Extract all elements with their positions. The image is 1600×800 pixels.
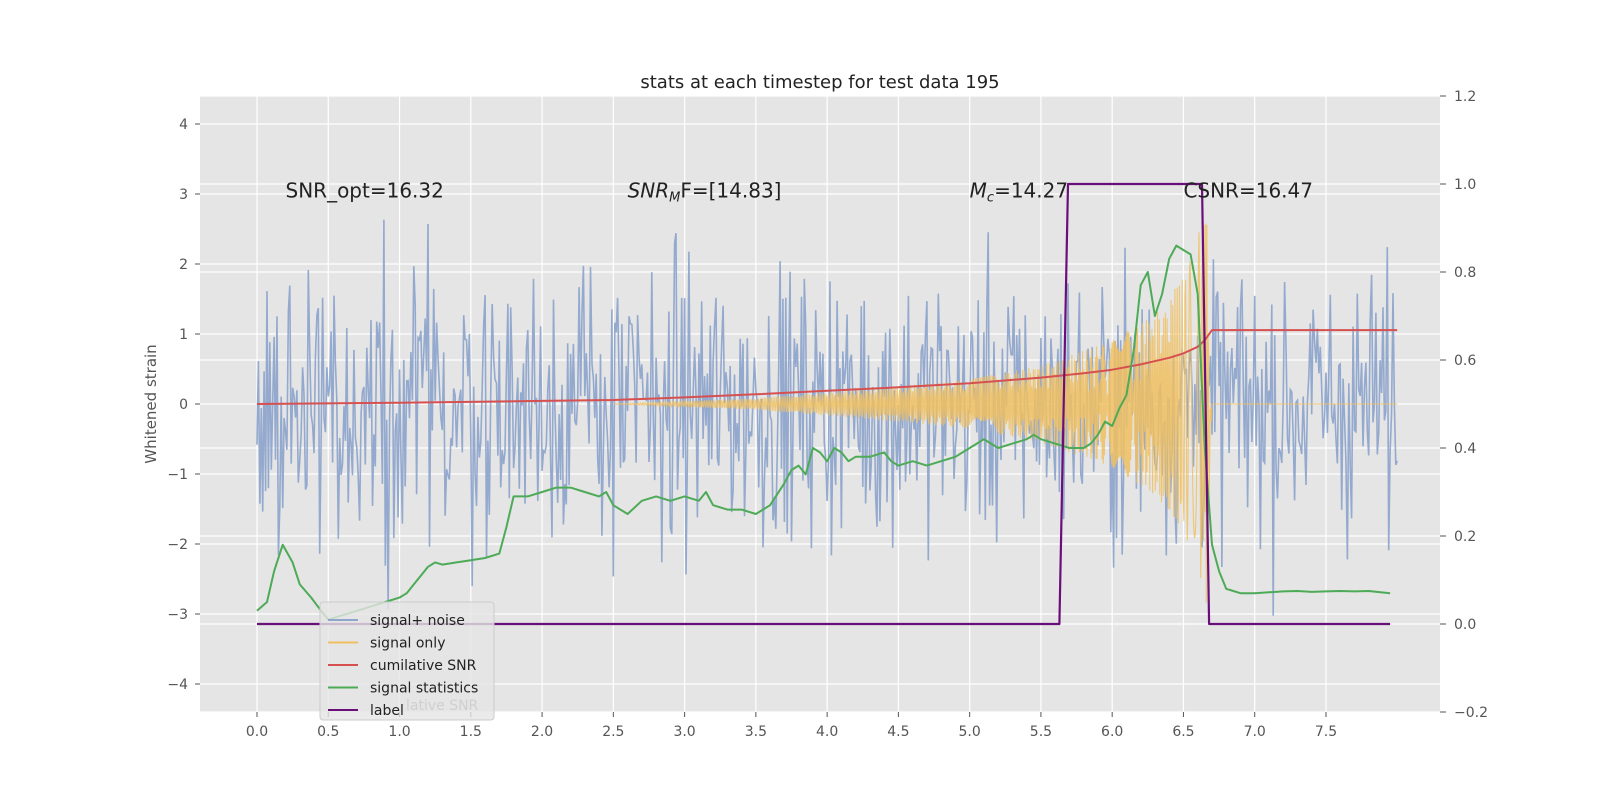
y-tick-label-right: 0.4 bbox=[1454, 441, 1476, 457]
x-tick-label: 4.0 bbox=[816, 724, 838, 740]
annotation-1: SNRMF=[14.83] bbox=[628, 179, 782, 206]
x-tick-label: 0.0 bbox=[246, 724, 268, 740]
legend-entry-label: signal only bbox=[370, 636, 445, 652]
x-tick-label: 5.0 bbox=[959, 724, 981, 740]
annotation-subscript: M bbox=[669, 191, 680, 206]
y-tick-label-right: 1.2 bbox=[1454, 89, 1476, 105]
y-tick-label-left: 3 bbox=[179, 187, 188, 203]
annotation-main: M bbox=[970, 179, 987, 203]
series-layer bbox=[256, 182, 1398, 626]
x-tick-label: 0.5 bbox=[317, 724, 339, 740]
x-tick-label: 3.0 bbox=[673, 724, 695, 740]
annotation-0: SNR_opt=16.32 bbox=[286, 179, 444, 203]
x-tick-label: 6.5 bbox=[1172, 724, 1194, 740]
x-tick-label: 2.0 bbox=[531, 724, 553, 740]
legend-entry-label: cumilative SNR bbox=[370, 658, 477, 674]
legend-entry-label: signal+ noise bbox=[370, 613, 465, 629]
x-tick-label: 1.5 bbox=[460, 724, 482, 740]
y-tick-label-left: 2 bbox=[179, 257, 188, 273]
y-tick-label-left: 1 bbox=[179, 327, 188, 343]
axes-layer: 0.0 0.5 1.0 1.5 2.0 2.5 3.0 3.5 4.0 4.5 5.0 5.5 6.0 6… bbox=[167, 89, 1488, 740]
legend-entry-label: signal statistics bbox=[370, 681, 478, 697]
y-tick-label-right: 0.6 bbox=[1454, 353, 1476, 369]
annotation-tail: =14.27 bbox=[994, 179, 1068, 203]
chart-title: stats at each timestep for test data 195 bbox=[640, 72, 999, 93]
annotation-main: SNR bbox=[628, 179, 670, 203]
y-tick-label-right: 0.2 bbox=[1454, 529, 1476, 545]
x-tick-label: 7.0 bbox=[1244, 724, 1266, 740]
y-tick-label-right: −0.2 bbox=[1454, 705, 1488, 721]
x-tick-label: 5.5 bbox=[1030, 724, 1052, 740]
x-tick-label: 7.5 bbox=[1315, 724, 1337, 740]
legend: lative SNR signal+ noise signal only cumil… bbox=[319, 601, 495, 721]
annotation-tail: F=[14.83] bbox=[680, 179, 781, 203]
annotation-2: Mc=14.27 bbox=[970, 179, 1068, 206]
y-tick-label-left: −3 bbox=[167, 607, 188, 623]
legend-box bbox=[319, 601, 495, 721]
series-cumulative-snr bbox=[256, 329, 1398, 405]
y-tick-label-left: −2 bbox=[167, 537, 188, 553]
series-signal-statistics bbox=[256, 244, 1391, 621]
annotation-subscript: c bbox=[987, 191, 994, 206]
y-axis-label-left: Whitened strain bbox=[142, 344, 160, 463]
series-label bbox=[257, 182, 1391, 626]
annotation-layer: SNR_opt=16.32 SNRMF=[14.83] Mc=14.27 CSNR=1… bbox=[286, 179, 1313, 206]
annotation-3: CSNR=16.47 bbox=[1183, 179, 1313, 203]
y-tick-label-left: −1 bbox=[167, 467, 188, 483]
x-tick-label: 1.0 bbox=[388, 724, 410, 740]
y-tick-label-right: 0.0 bbox=[1454, 617, 1476, 633]
legend-entry-label: label bbox=[370, 703, 404, 719]
x-tick-label: 4.5 bbox=[887, 724, 909, 740]
x-tick-label: 2.5 bbox=[602, 724, 624, 740]
legend-ghost-text: lative SNR bbox=[406, 698, 479, 714]
y-tick-label-left: 0 bbox=[179, 397, 188, 413]
x-tick-label: 6.0 bbox=[1101, 724, 1123, 740]
x-tick-label: 3.5 bbox=[745, 724, 767, 740]
y-tick-label-right: 1.0 bbox=[1454, 177, 1476, 193]
y-tick-label-left: −4 bbox=[167, 677, 188, 693]
y-tick-label-right: 0.8 bbox=[1454, 265, 1476, 281]
series-signal-only bbox=[613, 223, 1398, 603]
y-tick-label-left: 4 bbox=[179, 117, 188, 133]
